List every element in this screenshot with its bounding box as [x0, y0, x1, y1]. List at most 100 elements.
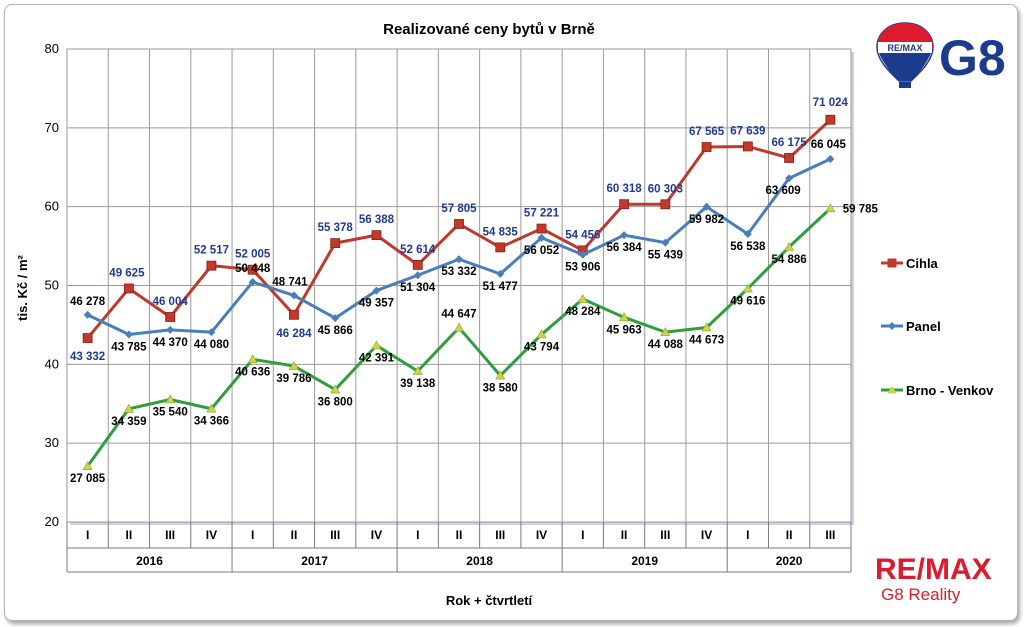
g8-logo-text: G8 — [939, 30, 1006, 86]
data-label: 54 456 — [565, 229, 600, 241]
data-point-venkov — [288, 360, 299, 370]
data-label: 35 540 — [153, 406, 188, 418]
data-point-panel — [496, 269, 505, 278]
legend-marker — [887, 258, 897, 268]
data-point-panel — [702, 202, 711, 211]
data-label: 56 052 — [524, 245, 559, 257]
data-label: 60 318 — [606, 183, 642, 195]
data-label: 71 024 — [813, 97, 849, 109]
y-tick-label: 40 — [45, 356, 59, 371]
chart-title: Realizované ceny bytů v Brně — [383, 21, 595, 38]
year-label: 2020 — [776, 554, 803, 568]
data-point-venkov — [660, 326, 671, 336]
data-point-venkov — [82, 461, 93, 470]
balloon-icon: RE/MAX — [876, 22, 934, 88]
data-label: 42 391 — [359, 352, 395, 364]
data-label: 59 982 — [689, 214, 724, 226]
data-label: 56 538 — [730, 241, 766, 253]
quarter-label: I — [86, 528, 89, 542]
data-point-panel — [413, 271, 422, 280]
data-label: 52 005 — [235, 249, 271, 261]
data-point-venkov — [123, 403, 134, 413]
data-point-panel — [289, 291, 298, 300]
legend: Cihla Panel Brno - Venkov — [881, 256, 994, 398]
data-point-venkov — [247, 354, 258, 364]
data-point-cihla — [825, 114, 836, 125]
data-label: 57 221 — [524, 208, 560, 220]
data-point-cihla — [123, 283, 134, 294]
data-label: 40 636 — [235, 366, 270, 378]
data-point-cihla — [371, 230, 382, 241]
data-label: 36 800 — [318, 397, 353, 409]
y-tick-label: 30 — [45, 435, 59, 450]
data-point-panel — [331, 314, 340, 323]
data-label: 44 088 — [648, 339, 684, 351]
data-label: 45 963 — [606, 324, 641, 336]
data-label: 44 647 — [441, 309, 476, 321]
data-point-cihla — [247, 264, 258, 275]
balloon-text: RE/MAX — [887, 43, 922, 53]
data-point-cihla — [289, 309, 299, 320]
data-label: 48 741 — [272, 276, 308, 288]
quarter-label: II — [291, 528, 298, 542]
data-point-venkov — [495, 370, 506, 380]
quarter-label: III — [825, 528, 835, 542]
data-label: 66 175 — [772, 137, 808, 149]
data-point-panel — [372, 286, 381, 295]
data-label: 39 786 — [276, 373, 311, 385]
y-tick-label: 60 — [45, 199, 59, 214]
data-point-cihla — [784, 153, 795, 163]
data-label: 57 805 — [441, 203, 477, 215]
remax-g8-logo-top: RE/MAX G8 — [876, 22, 1006, 88]
data-label: 38 580 — [483, 383, 518, 395]
quarter-label: I — [581, 528, 584, 542]
data-point-venkov — [330, 384, 341, 394]
data-point-venkov — [577, 293, 588, 303]
data-label: 48 284 — [565, 306, 601, 318]
y-tick-label: 70 — [45, 120, 59, 135]
legend-marker — [888, 322, 896, 330]
data-point-panel — [207, 328, 216, 337]
data-point-cihla — [619, 199, 629, 210]
data-point-panel — [743, 229, 752, 238]
data-point-panel — [826, 155, 835, 164]
data-point-cihla — [330, 238, 341, 249]
data-label: 60 303 — [648, 183, 683, 195]
remax-wordmark: RE/MAX — [875, 553, 992, 586]
data-label: 59 785 — [843, 203, 879, 215]
data-label: 63 609 — [766, 185, 801, 197]
data-label: 44 673 — [689, 334, 724, 346]
data-label: 49 357 — [359, 298, 394, 310]
y-tick-label: 80 — [45, 41, 59, 56]
data-point-venkov — [453, 322, 465, 332]
data-label: 56 388 — [359, 214, 395, 226]
data-point-venkov — [825, 203, 836, 213]
y-tick-label: 20 — [45, 514, 59, 529]
quarter-label: IV — [536, 528, 547, 542]
quarter-label: III — [495, 528, 505, 542]
y-axis-label: tis. Kč / m² — [15, 254, 30, 320]
data-label: 51 477 — [483, 281, 518, 293]
data-point-venkov — [701, 322, 712, 332]
data-label: 44 080 — [194, 339, 229, 351]
data-label: 27 085 — [70, 473, 106, 485]
quarter-label: I — [416, 528, 419, 542]
data-point-cihla — [495, 242, 506, 253]
data-label: 66 045 — [811, 139, 847, 151]
quarter-label: I — [746, 528, 749, 542]
data-label: 43 332 — [70, 351, 105, 363]
g8-reality-text: G8 Reality — [881, 585, 961, 604]
data-point-panel — [455, 255, 463, 264]
data-label: 43 785 — [111, 341, 147, 353]
quarter-label: IV — [206, 528, 217, 542]
year-label: 2018 — [466, 554, 493, 568]
data-label: 45 866 — [318, 325, 353, 337]
x-axis-label: Rok + čtvrtletí — [446, 593, 533, 608]
data-label: 56 384 — [606, 242, 642, 254]
data-label: 54 886 — [772, 254, 807, 266]
data-point-venkov — [619, 312, 630, 322]
data-label: 52 614 — [400, 244, 436, 256]
year-label: 2017 — [301, 554, 328, 568]
data-point-venkov — [371, 340, 382, 350]
